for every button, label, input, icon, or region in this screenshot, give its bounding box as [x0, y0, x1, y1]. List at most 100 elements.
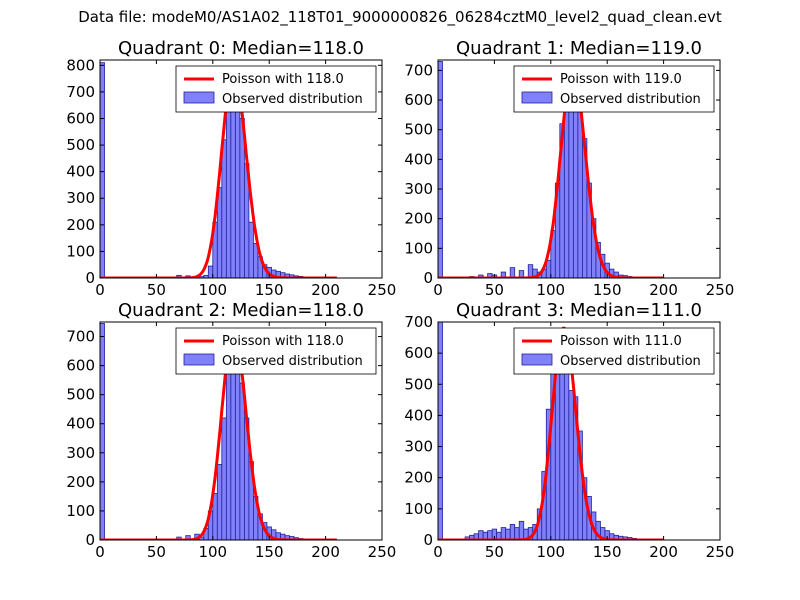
- x-tick-label: 0: [95, 543, 105, 561]
- histogram-bar: [248, 221, 254, 278]
- legend-bar-swatch: [183, 91, 215, 104]
- y-tick-label: 0: [85, 269, 95, 287]
- histogram-bar: [509, 267, 516, 278]
- x-tick-label: 250: [706, 543, 735, 561]
- legend: Poisson with 111.0 Observed distribution: [513, 327, 715, 375]
- x-tick-label: 50: [147, 281, 166, 299]
- y-tick-label: 200: [66, 473, 95, 491]
- y-tick-label: 400: [66, 415, 95, 433]
- histogram-bar: [514, 527, 520, 540]
- x-tick-label: 200: [311, 543, 340, 561]
- y-tick-label: 0: [85, 531, 95, 549]
- chart-panel-0: Quadrant 0: Median=118.0 0 50 100 150 200 250 0…: [66, 38, 396, 299]
- x-tick-label: 150: [593, 281, 622, 299]
- histogram-bar: [527, 264, 534, 278]
- histogram-bar: [230, 83, 236, 278]
- y-tick-label: 300: [404, 438, 433, 456]
- legend: Poisson with 119.0 Observed distribution: [513, 65, 715, 113]
- y-tick-label: 600: [404, 344, 433, 362]
- legend-label: Observed distribution: [560, 92, 701, 107]
- x-tick-label: 250: [368, 543, 397, 561]
- y-tick-label: 100: [404, 239, 433, 257]
- legend-bar-swatch: [183, 353, 215, 366]
- y-tick-label: 300: [66, 444, 95, 462]
- chart-title: Quadrant 3: Median=111.0: [456, 300, 702, 321]
- legend-label: Observed distribution: [560, 354, 701, 369]
- y-tick-label: 600: [66, 109, 95, 127]
- histogram-bar: [234, 91, 241, 278]
- x-tick-label: 150: [255, 543, 284, 561]
- x-tick-label: 100: [536, 543, 565, 561]
- legend-label: Poisson with 111.0: [560, 334, 682, 349]
- axes-frame: [99, 321, 383, 541]
- x-tick-label: 250: [706, 281, 735, 299]
- poisson-curve: [100, 329, 337, 540]
- histogram-bar: [185, 535, 191, 540]
- histogram-bar: [509, 524, 516, 540]
- histogram-bar: [568, 390, 574, 540]
- x-tick-label: 200: [649, 281, 678, 299]
- y-tick-label: 400: [404, 150, 433, 168]
- y-tick-label: 300: [404, 180, 433, 198]
- x-tick-label: 100: [198, 281, 227, 299]
- plot-area: [438, 322, 664, 540]
- x-tick-label: 100: [536, 281, 565, 299]
- histogram-bar: [518, 520, 525, 540]
- histogram-bar: [438, 61, 443, 278]
- legend-box: [513, 65, 715, 113]
- chart-panel-1: Quadrant 1: Median=119.0 0 50 100 150 200 250 0…: [404, 38, 734, 299]
- histogram-bar: [100, 323, 105, 540]
- histogram-bar: [505, 528, 511, 540]
- x-tick-label: 0: [433, 281, 443, 299]
- y-tick-label: 500: [66, 136, 95, 154]
- y-tick-label: 200: [66, 216, 95, 234]
- y-tick-label: 600: [66, 357, 95, 375]
- histogram-bar: [438, 322, 443, 540]
- y-tick-label: 200: [404, 210, 433, 228]
- histogram-bar: [221, 417, 227, 540]
- y-tick-label: 800: [66, 56, 95, 74]
- y-tick-label: 200: [404, 469, 433, 487]
- plot-area: [100, 62, 337, 278]
- y-tick-label: 700: [404, 313, 433, 331]
- histogram-bar: [207, 265, 214, 278]
- histogram-bar: [239, 382, 245, 540]
- histogram-bar: [100, 62, 105, 278]
- x-tick-label: 50: [147, 543, 166, 561]
- y-tick-label: 100: [66, 242, 95, 260]
- y-tick-label: 0: [423, 531, 433, 549]
- y-tick-label: 100: [404, 500, 433, 518]
- y-tick-label: 500: [404, 121, 433, 139]
- histogram-bar: [225, 365, 232, 540]
- chart-title: Quadrant 1: Median=119.0: [456, 38, 702, 59]
- poisson-curve: [100, 69, 337, 278]
- chart-panel-2: Quadrant 2: Median=118.0 0 50 100 150 200 250 0…: [66, 300, 396, 561]
- y-tick-label: 0: [423, 269, 433, 287]
- y-tick-label: 400: [66, 163, 95, 181]
- histogram-bar: [563, 346, 570, 540]
- y-tick-label: 300: [66, 189, 95, 207]
- x-tick-label: 200: [649, 543, 678, 561]
- histogram-bar: [234, 350, 241, 540]
- figure-suptitle: Data file: modeM0/AS1A02_118T01_90000008…: [78, 8, 722, 26]
- y-tick-label: 400: [404, 406, 433, 424]
- legend-bar-swatch: [521, 353, 553, 366]
- x-tick-label: 50: [485, 281, 504, 299]
- x-tick-label: 0: [95, 281, 105, 299]
- histogram-bar: [221, 139, 227, 278]
- x-tick-label: 150: [593, 543, 622, 561]
- axes-frame: [437, 321, 721, 541]
- histogram-bar: [212, 493, 218, 540]
- x-tick-label: 200: [311, 281, 340, 299]
- y-tick-label: 500: [404, 375, 433, 393]
- axes-frame: [99, 59, 383, 279]
- x-tick-label: 250: [368, 281, 397, 299]
- y-tick-label: 500: [66, 386, 95, 404]
- y-tick-label: 600: [404, 91, 433, 109]
- chart-title: Quadrant 0: Median=118.0: [118, 38, 364, 59]
- chart-title: Quadrant 2: Median=118.0: [118, 300, 364, 321]
- x-tick-label: 0: [433, 543, 443, 561]
- x-tick-label: 100: [198, 543, 227, 561]
- legend-label: Poisson with 118.0: [222, 72, 344, 87]
